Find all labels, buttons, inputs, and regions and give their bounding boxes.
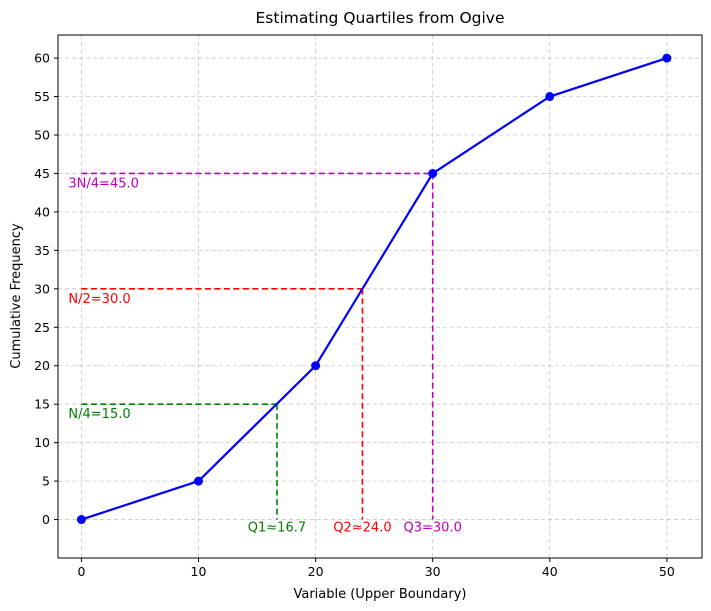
quartile-position-label: N/2=30.0 — [68, 292, 130, 307]
axis-ticks: 0 10 20 30 40 50 0 5 10 15 20 25 30 35 40 45 50 55 60 — [34, 51, 675, 579]
ogive-point — [76, 515, 86, 525]
y-tick-label: 45 — [34, 166, 50, 181]
x-tick-label: 10 — [191, 564, 207, 579]
ogive-point — [428, 168, 438, 178]
y-tick-label: 20 — [34, 358, 50, 373]
y-tick-label: 25 — [34, 320, 50, 335]
ogive-point — [311, 361, 321, 371]
quartile-annotations: N/4=15.0 Q1≈16.7 N/2=30.0 Q2≈24.0 3N/4=45.0 Q… — [68, 176, 461, 535]
ogive-point — [194, 476, 204, 486]
y-tick-label: 30 — [34, 281, 50, 296]
grid-lines — [58, 35, 702, 558]
quartile-position-label: 3N/4=45.0 — [68, 176, 138, 191]
y-tick-label: 55 — [34, 89, 50, 104]
quartile-value-label: Q1≈16.7 — [248, 521, 306, 536]
ogive-line — [81, 57, 668, 521]
x-tick-label: 30 — [425, 564, 441, 579]
x-tick-label: 20 — [308, 564, 324, 579]
quartile-guides — [81, 172, 434, 520]
y-tick-label: 60 — [34, 51, 50, 66]
quartile-value-label: Q2≈24.0 — [333, 521, 391, 536]
x-axis-title: Variable (Upper Boundary) — [293, 587, 466, 602]
plot-frame — [57, 34, 703, 559]
y-tick-label: 50 — [34, 127, 50, 142]
quartile-value-label: Q3=30.0 — [404, 521, 462, 536]
quartile-position-label: N/4=15.0 — [68, 407, 130, 422]
ogive-point — [662, 53, 672, 63]
y-tick-label: 15 — [34, 397, 50, 412]
y-axis-title: Cumulative Frequency — [9, 223, 24, 369]
chart-title: Estimating Quartiles from Ogive — [256, 9, 505, 27]
x-tick-label: 50 — [659, 564, 675, 579]
y-tick-label: 5 — [42, 474, 50, 489]
ogive-series — [76, 53, 672, 525]
y-tick-label: 10 — [34, 435, 50, 450]
y-tick-label: 40 — [34, 204, 50, 219]
y-tick-label: 35 — [34, 243, 50, 258]
x-tick-label: 40 — [542, 564, 558, 579]
x-tick-label: 0 — [77, 564, 85, 579]
ogive-point — [545, 92, 555, 102]
y-tick-label: 0 — [42, 512, 50, 527]
